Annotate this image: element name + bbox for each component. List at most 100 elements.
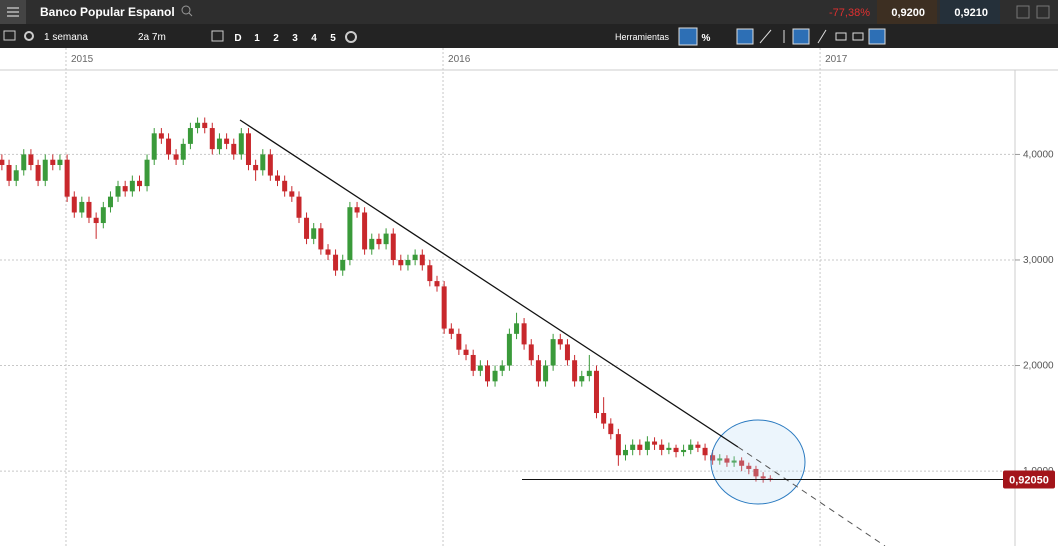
period-settings[interactable] — [345, 31, 357, 43]
candle-body — [753, 468, 759, 477]
period-button[interactable]: 1 — [254, 33, 260, 44]
candle-body — [187, 128, 193, 144]
y-tick-label: 4,0000 — [1023, 149, 1054, 160]
candle-body — [383, 233, 389, 245]
candle-body — [275, 175, 281, 181]
bid-price: 0,9200 — [891, 7, 925, 19]
candle-body — [739, 460, 745, 466]
close-button[interactable] — [1036, 5, 1050, 19]
candle-body — [405, 259, 411, 266]
candle-body — [615, 434, 621, 456]
candle-body — [202, 122, 208, 129]
candle-body — [506, 333, 512, 366]
candle-body — [129, 180, 135, 192]
ask-box[interactable] — [940, 0, 1000, 24]
candle-body — [398, 259, 404, 266]
calendar-icon[interactable] — [211, 30, 224, 42]
highlight-ellipse — [710, 419, 806, 505]
candle-body — [673, 447, 679, 453]
candle-body — [354, 207, 360, 213]
candle-body — [6, 164, 12, 181]
period-button[interactable]: 3 — [292, 33, 298, 44]
candle-body — [28, 154, 34, 165]
candle-body — [362, 212, 368, 250]
search-icon[interactable] — [181, 5, 191, 15]
candle-body — [93, 217, 99, 224]
candle-body — [173, 154, 179, 160]
candle-body — [107, 196, 113, 208]
candle-body — [79, 201, 85, 213]
candle-body — [289, 191, 295, 197]
candle-body — [717, 458, 723, 461]
bid-box[interactable] — [877, 0, 937, 24]
candle-body — [499, 365, 505, 371]
period-button[interactable]: 5 — [330, 33, 336, 44]
candle-body — [724, 458, 730, 463]
candle-body — [666, 447, 672, 450]
range-select[interactable]: 2a 7m — [138, 32, 166, 43]
trend-line-extension — [737, 446, 886, 546]
period-button[interactable]: 4 — [311, 33, 317, 44]
candle-body — [64, 159, 70, 197]
list-icon[interactable] — [3, 30, 16, 41]
candle-body — [528, 344, 534, 361]
candle-body — [42, 159, 48, 181]
candle-body — [710, 455, 716, 461]
candle-body — [623, 449, 629, 456]
candle-body — [557, 339, 563, 345]
candle-body — [347, 207, 353, 260]
candle-body — [572, 360, 578, 382]
instrument-title: Banco Popular Espanol — [40, 5, 175, 19]
last-price-label: 0,92050 — [1009, 474, 1049, 486]
candle-body — [470, 354, 476, 371]
candle-body — [608, 423, 614, 435]
candle-body — [652, 441, 658, 445]
x-tick-label: 2015 — [71, 54, 94, 65]
window-button[interactable] — [1016, 5, 1030, 19]
candle-body — [180, 143, 186, 160]
candle-body — [521, 323, 527, 345]
candle-body — [318, 228, 324, 250]
tool-button[interactable] — [678, 27, 698, 46]
percent-button[interactable]: % — [702, 33, 711, 44]
candle-body — [419, 254, 425, 266]
candle-body — [695, 444, 701, 448]
candle-body — [731, 460, 737, 463]
candle-body — [390, 233, 396, 260]
candle-body — [456, 333, 462, 350]
candle-body — [659, 444, 665, 450]
candle-body — [216, 138, 222, 150]
candle-body — [137, 180, 143, 187]
settings-icon[interactable] — [24, 31, 34, 41]
candle-body — [412, 254, 418, 260]
candle-body — [448, 328, 454, 334]
candle-body — [260, 154, 266, 171]
candle-body — [253, 164, 259, 171]
period-button[interactable]: 2 — [273, 33, 279, 44]
candle-body — [224, 138, 230, 144]
candle-body — [477, 365, 483, 371]
candle-body — [333, 254, 339, 271]
candle-body — [245, 133, 251, 165]
candle-body — [644, 441, 650, 450]
candle-body — [514, 323, 520, 334]
candle-body — [434, 281, 440, 287]
candle-body — [760, 476, 766, 479]
candle-body — [637, 444, 643, 450]
candle-body — [630, 444, 636, 450]
candle-body — [543, 365, 549, 382]
candle-body — [427, 265, 433, 282]
candle-body — [369, 238, 375, 250]
interval-select[interactable]: 1 semana — [44, 32, 88, 43]
tools-menu[interactable]: Herramientas — [615, 32, 670, 42]
candle-body — [340, 259, 346, 271]
candle-body — [282, 180, 288, 192]
period-button[interactable]: D — [234, 33, 241, 44]
candle-body — [492, 370, 498, 382]
candle-body — [296, 196, 302, 218]
candle-body — [601, 413, 607, 424]
candle-body — [0, 159, 5, 165]
candle-body — [86, 201, 92, 218]
ask-price: 0,9210 — [954, 7, 988, 19]
